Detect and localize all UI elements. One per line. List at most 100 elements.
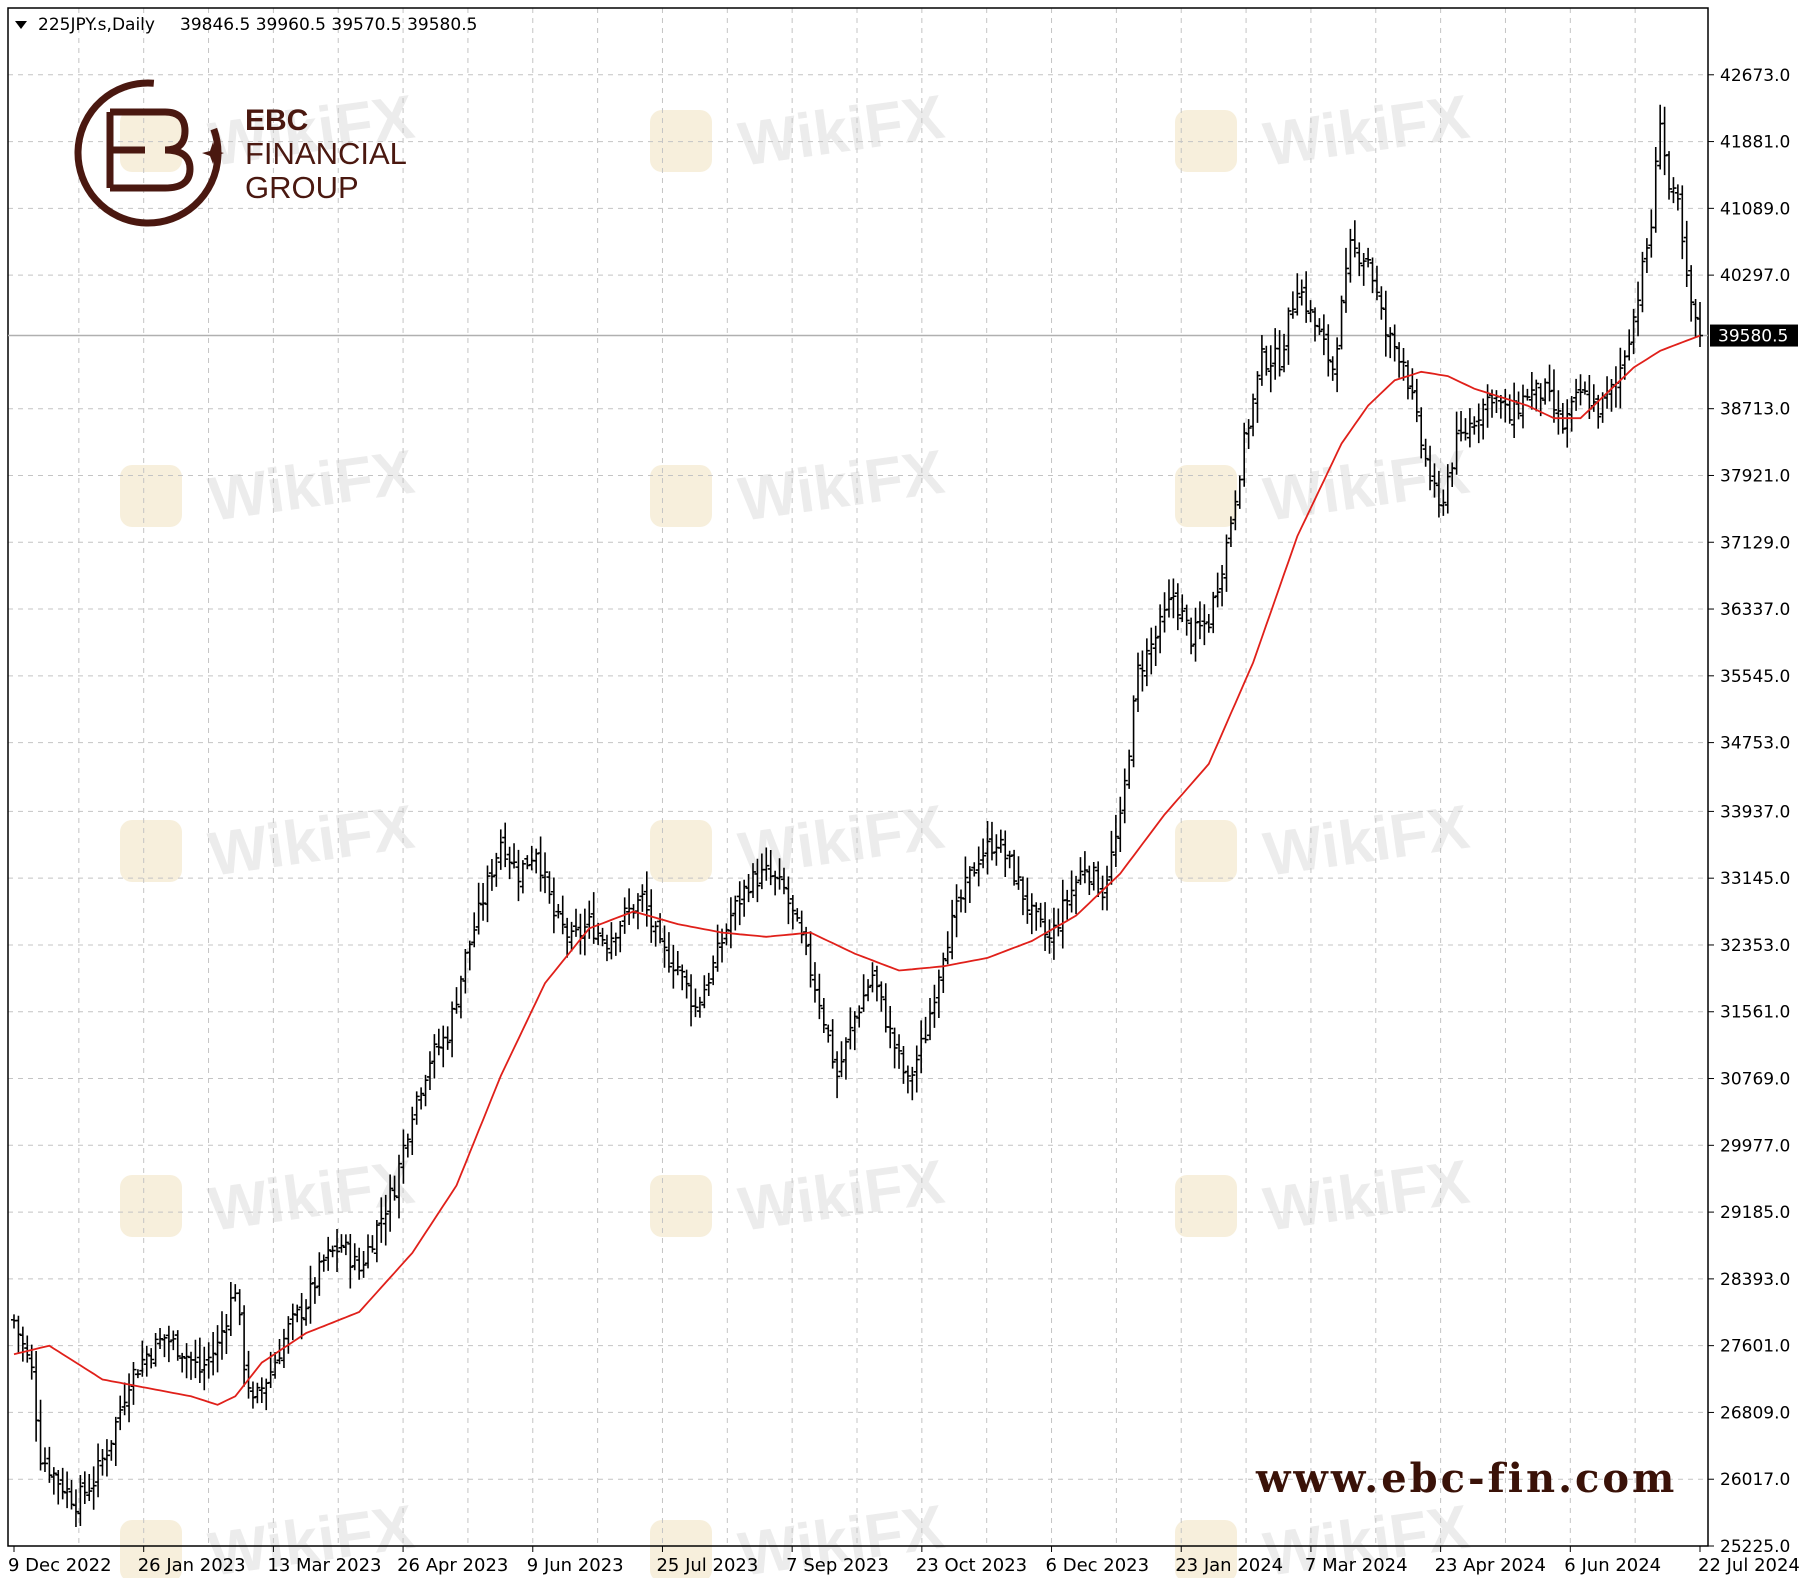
- ohlc-bar: [409, 1106, 416, 1155]
- ohlc-bar: [99, 1449, 106, 1476]
- ohlc-bar: [214, 1325, 221, 1373]
- ohlc-bar: [820, 998, 827, 1033]
- ohlc-bar: [1639, 251, 1646, 313]
- ohlc-bar: [692, 988, 699, 1018]
- ohlc-bar: [1046, 919, 1053, 954]
- ohlc-bar: [475, 882, 482, 935]
- ohlc-bar: [807, 931, 814, 988]
- ohlc-bar: [444, 1026, 451, 1050]
- ohlc-bar: [1515, 391, 1522, 420]
- ohlc-bar: [1502, 389, 1509, 423]
- y-tick-label: 40297.0: [1720, 266, 1790, 286]
- ohlc-bar: [347, 1234, 354, 1289]
- watermark-badge-icon: [1175, 110, 1237, 172]
- watermark-badge-icon: [120, 465, 182, 527]
- y-tick-label: 32353.0: [1720, 936, 1790, 956]
- ohlc-bar: [1086, 865, 1093, 896]
- ohlc-bar: [267, 1351, 274, 1388]
- x-tick-label: 23 Jan 2024: [1175, 1555, 1283, 1576]
- ohlc-bar: [1564, 399, 1571, 448]
- watermark-badge-icon: [1175, 1520, 1237, 1578]
- ohlc-bar: [816, 973, 823, 1020]
- ohlc-bar: [1688, 265, 1695, 322]
- ohlc-bar: [1307, 300, 1314, 323]
- ohlc-bar: [1440, 489, 1447, 516]
- ohlc-bar: [1033, 902, 1040, 931]
- ohlc-bar: [851, 1011, 858, 1051]
- ohlc-bar: [223, 1314, 230, 1355]
- y-tick-label: 35545.0: [1720, 667, 1790, 687]
- ohlc-bar: [1400, 348, 1407, 381]
- ohlc-bar: [1484, 384, 1491, 428]
- ohlc-bar: [395, 1154, 402, 1219]
- ohlc-bar: [272, 1351, 279, 1379]
- y-tick-label: 37129.0: [1720, 533, 1790, 553]
- watermark-badge-icon: [1175, 820, 1237, 882]
- chart-grid: [8, 8, 1708, 1547]
- y-tick-label: 29977.0: [1720, 1136, 1790, 1156]
- ohlc-bar: [1413, 378, 1420, 423]
- ohlc-bar: [1183, 604, 1190, 636]
- ohlc-bar: [378, 1197, 385, 1243]
- ohlc-bar: [50, 1467, 57, 1495]
- ohlc-bar: [1050, 907, 1057, 960]
- ohlc-bar: [537, 836, 544, 892]
- y-tick-label: 42673.0: [1720, 66, 1790, 86]
- ohlc-bar: [1121, 768, 1128, 824]
- ohlc-bar: [909, 1066, 916, 1101]
- ohlc-bar: [975, 846, 982, 887]
- ohlc-bar: [564, 917, 571, 958]
- sparkle-icon: [202, 142, 224, 164]
- ohlc-bar: [1351, 220, 1358, 258]
- ohlc-bar: [1666, 151, 1673, 200]
- chart-header: 225JPY.s,Daily 39846.5 39960.5 39570.5 3…: [15, 15, 477, 35]
- ohlc-bar: [763, 847, 770, 881]
- ohlc-bar: [1431, 463, 1438, 498]
- ohlc-bar: [130, 1361, 137, 1405]
- ohlc-bar: [1064, 889, 1071, 920]
- ohlc-bar: [710, 955, 717, 986]
- x-tick-label: 6 Dec 2023: [1046, 1555, 1150, 1576]
- ohlc-bar: [126, 1373, 133, 1423]
- price-axis: 42673.0 41881.0 41089.0 40297.0 38713.0 37921…: [1708, 66, 1790, 1557]
- price-bars: [11, 104, 1703, 1528]
- watermark-badge-icon: [1175, 1175, 1237, 1237]
- ohlc-bar: [1210, 591, 1217, 634]
- ohlc-bar: [1028, 893, 1035, 935]
- x-tick-label: 22 Jul 2024: [1698, 1555, 1800, 1576]
- dropdown-triangle-icon[interactable]: [15, 21, 27, 29]
- y-tick-label: 26017.0: [1720, 1470, 1790, 1490]
- ohlc-bar: [1325, 324, 1332, 377]
- ohlc-bar: [940, 952, 947, 993]
- ohlc-bar: [1365, 247, 1372, 268]
- ohlc-bar: [289, 1303, 296, 1341]
- ohlc-bar: [1099, 875, 1106, 911]
- y-tick-label: 36337.0: [1720, 600, 1790, 620]
- ohlc-bar: [1497, 394, 1504, 419]
- ohlc-bar: [418, 1087, 425, 1110]
- ohlc-bar: [900, 1046, 907, 1084]
- ohlc-bar: [1444, 464, 1451, 514]
- ohlc-bar: [1263, 345, 1270, 376]
- ohlc-bar: [210, 1331, 217, 1376]
- ohlc-bar: [962, 856, 969, 913]
- ohlc-bar: [524, 855, 531, 870]
- ohlc-bar: [1073, 875, 1080, 915]
- ohlc-bar: [873, 965, 880, 1002]
- ohlc-bar: [382, 1194, 389, 1246]
- ohlc-bar: [1126, 749, 1133, 789]
- ohlc-bar: [1466, 408, 1473, 448]
- ohlc-bar: [1214, 572, 1221, 608]
- ohlc-bar: [1519, 384, 1526, 429]
- ohlc-bar: [1608, 378, 1615, 412]
- ohlc-bar: [1382, 290, 1389, 357]
- ohlc-bar: [993, 834, 1000, 866]
- ohlc-bar: [1285, 307, 1292, 365]
- ohlc-bar: [1130, 695, 1137, 768]
- symbol-caption: 225JPY.s,Daily: [38, 15, 155, 35]
- ohlc-bar: [1555, 390, 1562, 435]
- ohlc-bar: [559, 895, 566, 935]
- ohlc-bar: [1002, 830, 1009, 877]
- ohlc-bar: [842, 1037, 849, 1080]
- ohlc-bar: [351, 1243, 358, 1271]
